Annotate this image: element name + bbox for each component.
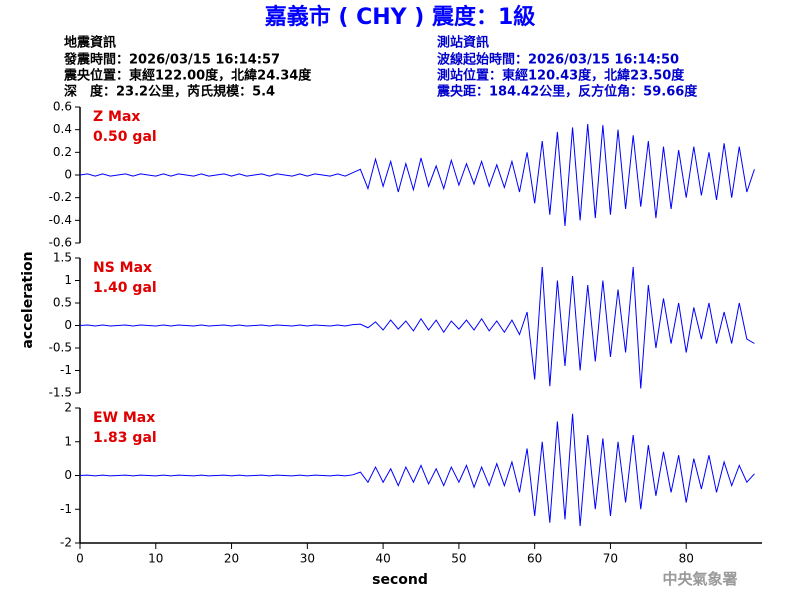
y-tick-label: 0 <box>64 168 72 182</box>
footer: 中央氣象署 <box>662 570 737 588</box>
y-tick-label: -0.5 <box>49 341 72 355</box>
y-tick-label: 0.2 <box>53 145 72 159</box>
annotation: 0.50 gal <box>93 129 157 145</box>
annotation: 1.83 gal <box>93 430 157 446</box>
annotation: EW Max <box>93 410 155 426</box>
chart-title: 嘉義市 ( CHY ) 震度：1級 <box>265 4 536 30</box>
earthquake-info: 發震時間：2026/03/15 16:14:57 <box>63 52 280 68</box>
x-tick-label: 50 <box>451 552 466 566</box>
waveform <box>79 123 755 227</box>
y-tick-label: 0 <box>64 318 72 332</box>
earthquake-info: 深 度：23.2公里，芮氏規模：5.4 <box>64 84 275 100</box>
earthquake-info: 震央位置：東經122.00度，北緯24.34度 <box>63 68 312 84</box>
y-tick-label: -1 <box>60 363 72 377</box>
station-info: 測站資訊 <box>437 35 489 51</box>
x-tick-label: 20 <box>224 552 239 566</box>
earthquake-info: 地震資訊 <box>64 35 116 51</box>
station-info: 測站位置：東經120.43度，北緯23.50度 <box>437 68 685 84</box>
annotation: Z Max <box>93 109 140 125</box>
y-tick-label: -0.4 <box>49 213 72 227</box>
y-tick-label: -1 <box>60 502 72 516</box>
x-tick-label: 70 <box>603 552 618 566</box>
x-tick-label: 60 <box>527 552 542 566</box>
y-tick-label: -0.6 <box>49 236 72 250</box>
y-axis-label: acceleration <box>20 251 36 348</box>
y-tick-label: -1.5 <box>49 386 72 400</box>
x-tick-label: 10 <box>148 552 163 566</box>
x-tick-label: 80 <box>679 552 694 566</box>
annotation: 1.40 gal <box>93 280 157 296</box>
waveform <box>79 413 755 527</box>
y-tick-label: -0.2 <box>49 190 72 204</box>
x-tick-label: 30 <box>300 552 315 566</box>
annotation: NS Max <box>93 260 152 276</box>
y-tick-label: 0.5 <box>53 296 72 310</box>
x-tick-label: 40 <box>375 552 390 566</box>
station-info: 震央距：184.42公里，反方位角：59.66度 <box>436 84 698 100</box>
station-info: 波線起始時間：2026/03/15 16:14:50 <box>437 52 679 68</box>
waveform <box>79 266 755 389</box>
y-tick-label: 0 <box>64 468 72 482</box>
x-axis-label: second <box>372 572 428 588</box>
y-tick-label: 1.5 <box>53 251 72 265</box>
y-tick-label: 1 <box>64 434 72 448</box>
x-tick-label: 0 <box>76 552 84 566</box>
y-tick-label: 0.6 <box>53 100 72 114</box>
y-tick-label: -2 <box>60 536 72 550</box>
y-tick-label: 1 <box>64 273 72 287</box>
y-tick-label: 0.4 <box>53 122 72 136</box>
y-tick-label: 2 <box>64 401 72 415</box>
